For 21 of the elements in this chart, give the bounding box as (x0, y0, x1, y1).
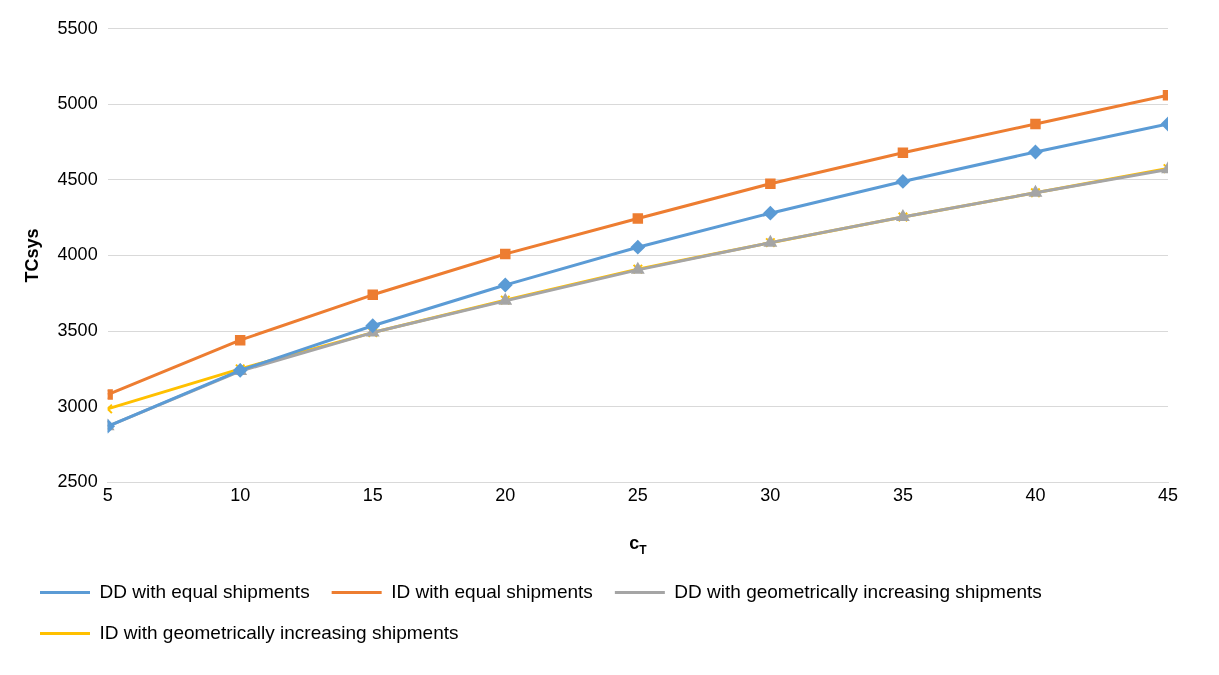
legend-label: DD with equal shipments (99, 580, 310, 602)
y-tick-label: 4500 (57, 168, 98, 189)
y-tick-label: 4000 (57, 244, 98, 265)
y-tick-label: 5500 (57, 17, 98, 38)
y-tick-label: 2500 (57, 471, 98, 492)
x-tick-label: 40 (1025, 484, 1046, 505)
x-tick-label: 20 (495, 484, 516, 505)
x-tick-label: 35 (892, 484, 913, 505)
y-tick-label: 5000 (57, 93, 98, 114)
x-tick-label: 15 (362, 484, 383, 505)
x-tick-label: 45 (1157, 484, 1179, 505)
y-axis-title: TCsys (21, 228, 42, 283)
legend-label: DD with geometrically increasing shipments (674, 580, 1042, 602)
x-tick-label: 10 (230, 484, 251, 505)
legend-label: ID with geometrically increasing shipments (99, 621, 459, 643)
y-tick-label: 3500 (57, 320, 98, 341)
x-tick-label: 30 (760, 484, 781, 505)
x-tick-label: 25 (627, 484, 648, 505)
y-tick-label: 3000 (57, 395, 98, 416)
legend-label: ID with equal shipments (391, 580, 593, 602)
x-tick-label: 5 (102, 484, 113, 505)
